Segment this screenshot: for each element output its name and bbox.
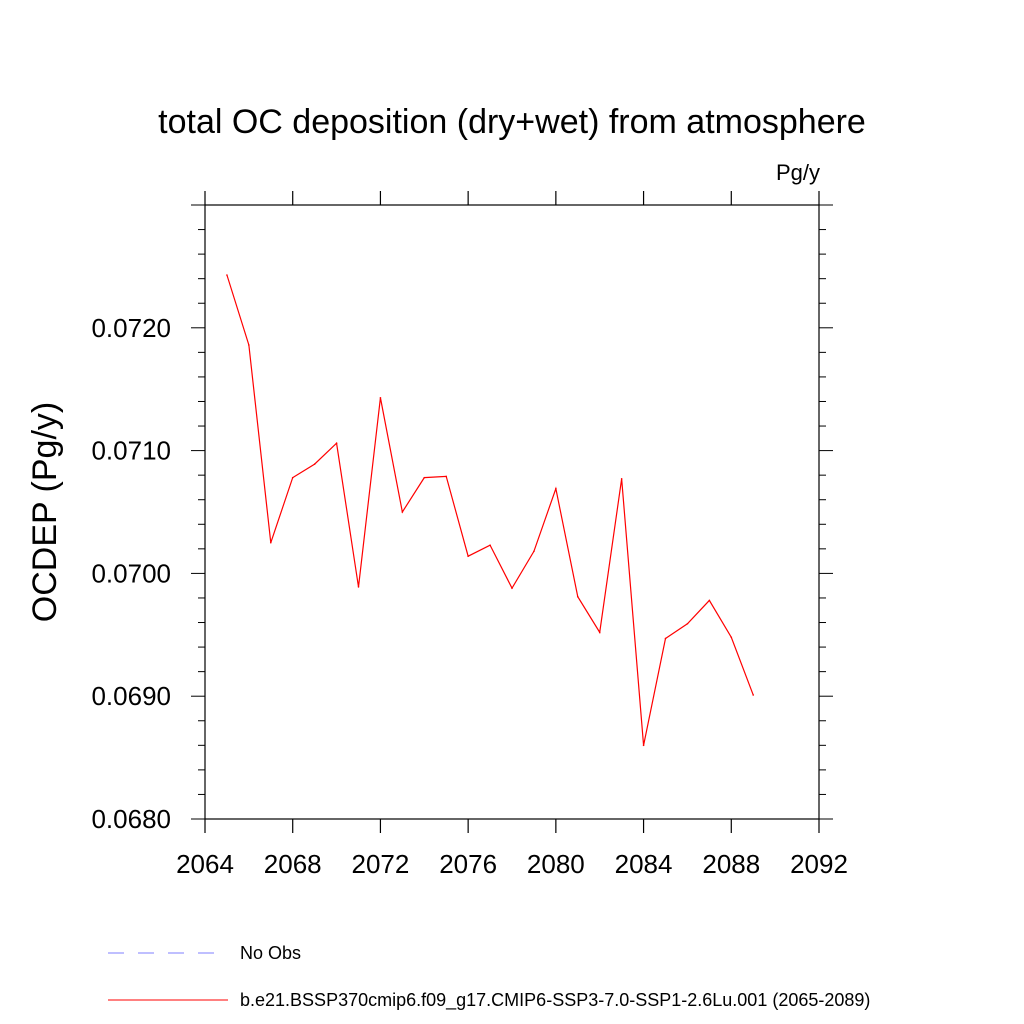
data-point [379,396,382,399]
units-label: Pg/y [776,160,820,185]
plot-frame [204,204,820,820]
data-point [642,744,645,747]
x-tick-label: 2080 [527,849,585,879]
axis-ticks [191,191,833,833]
data-point [423,476,426,479]
y-tick-label: 0.0680 [91,804,171,834]
x-tick-label: 2092 [790,849,848,879]
y-axis-label: OCDEP (Pg/y) [26,402,64,622]
data-point [555,487,557,490]
series-line [226,274,754,746]
data-point [313,463,316,465]
data-point [664,637,667,640]
x-tick-label: 2076 [439,849,497,879]
data-point [445,475,448,478]
data-point [730,636,733,639]
data-point [489,544,491,546]
data-point [401,511,404,513]
data-point [686,622,689,625]
x-tick-label: 2084 [615,849,673,879]
x-tick-label: 2068 [264,849,322,879]
data-point [576,595,579,598]
legend: No Obs b.e21.BSSP370cmip6.f09_g17.CMIP6-… [108,943,870,1011]
data-point [248,344,250,346]
y-tick-labels: 0.0680 0.0690 0.0700 0.0710 0.0720 [91,313,171,834]
data-point [708,599,711,602]
x-tick-label: 2088 [702,849,760,879]
x-tick-labels: 2064 2068 2072 2076 2080 2084 2088 2092 [176,849,848,879]
chart-title: total OC deposition (dry+wet) from atmos… [158,103,866,141]
y-tick-label: 0.0690 [91,681,171,711]
data-point [467,555,469,558]
y-tick-label: 0.0710 [91,436,171,466]
legend-label-model-run: b.e21.BSSP370cmip6.f09_g17.CMIP6-SSP3-7.… [240,990,870,1011]
data-point [598,631,601,634]
legend-label-no-obs: No Obs [240,943,301,963]
x-tick-label: 2072 [352,849,410,879]
data-point [620,478,623,480]
data-point [511,587,513,589]
data-point [269,541,272,544]
data-point [291,476,294,479]
y-tick-label: 0.0720 [91,313,171,343]
data-point [752,694,755,696]
data-point [226,274,228,276]
series-layer [226,274,755,747]
data-point [335,442,338,445]
data-point [533,550,535,553]
x-tick-label: 2064 [176,849,234,879]
y-tick-label: 0.0700 [91,558,171,588]
data-point [357,586,360,588]
